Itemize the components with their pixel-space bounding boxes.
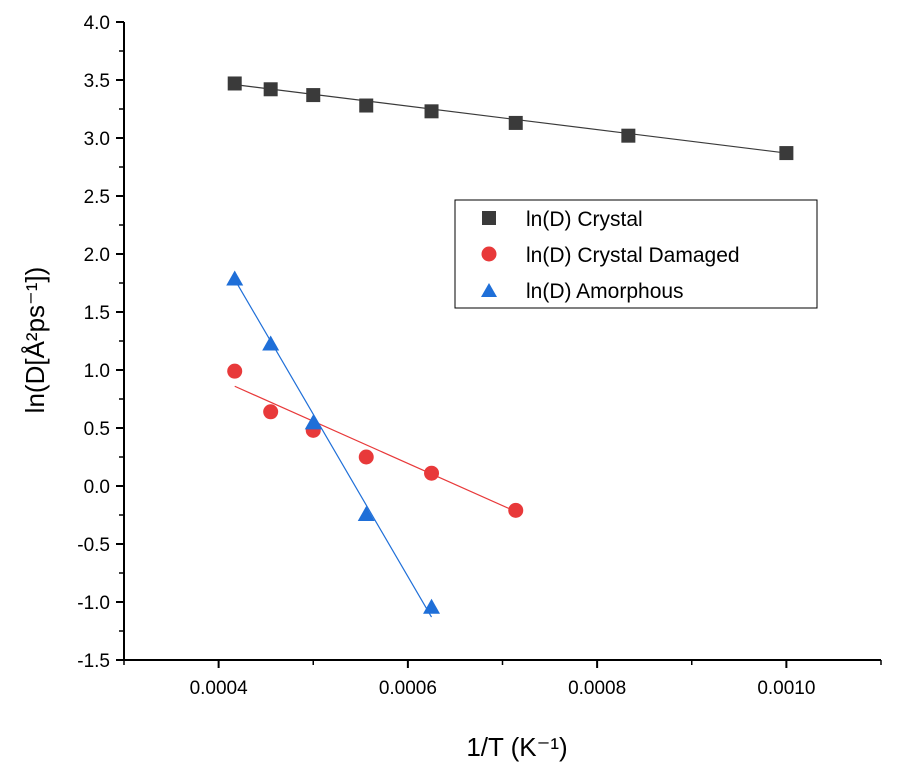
y-tick-label: -0.5 (77, 535, 110, 556)
y-tick-label: -1.0 (77, 593, 110, 614)
data-point-amorphous (304, 414, 322, 430)
data-point-crystal (306, 88, 321, 103)
x-tick-label: 0.0008 (568, 678, 626, 699)
legend: ln(D) Crystal ln(D) Crystal Damaged ln(D… (454, 199, 818, 309)
x-tick-label: 0.0010 (757, 678, 815, 699)
axes: 4.0 3.5 3.0 2.5 2.0 1.5 1.0 0.5 0.0 -0.5 -1.0 -1.5 0… (77, 13, 882, 699)
fit-lines (234, 84, 787, 618)
data-point-crystal (424, 104, 439, 119)
data-point-amorphous (357, 506, 375, 521)
legend-marker-damaged (481, 246, 497, 262)
x-tick-label: 0.0004 (190, 678, 249, 699)
legend-box (454, 199, 818, 309)
y-tick-label: 0.0 (84, 477, 110, 498)
y-tick-label: 4.0 (84, 13, 110, 34)
y-tick-label: -1.5 (77, 651, 110, 672)
data-point-crystal (779, 146, 794, 161)
data-point-crystal (621, 128, 636, 143)
fit-line-series-1 (234, 385, 516, 513)
x-axis-title: 1/T (K⁻¹) (466, 732, 567, 762)
x-tick-label: 0.0006 (379, 678, 437, 699)
data-point-amorphous (423, 598, 441, 614)
data-point-amorphous (226, 270, 244, 286)
data-point-damaged (424, 465, 440, 481)
y-axis-title: ln(D[Å²ps⁻¹]) (20, 267, 50, 414)
legend-label-damaged: ln(D) Crystal Damaged (526, 244, 740, 267)
data-point-damaged (227, 363, 243, 379)
legend-marker-crystal (482, 211, 496, 225)
legend-label-crystal: ln(D) Crystal (526, 208, 643, 231)
y-tick-label: 0.5 (84, 419, 110, 440)
data-point-damaged (358, 449, 374, 465)
data-point-amorphous (262, 335, 280, 351)
y-tick-label: 1.0 (84, 361, 110, 382)
y-tick-label: 3.0 (84, 129, 110, 150)
fit-line-series-2 (234, 279, 433, 618)
data-point-damaged (263, 404, 279, 420)
data-point-crystal (508, 115, 523, 130)
y-tick-label: 1.5 (84, 303, 110, 324)
data-point-crystal (263, 82, 278, 97)
data-point-crystal (227, 76, 242, 91)
legend-marker-amorphous (481, 283, 497, 297)
data-points (226, 76, 794, 614)
data-point-damaged (508, 502, 524, 518)
y-tick-label: 3.5 (84, 71, 110, 92)
y-tick-label: 2.5 (84, 187, 110, 208)
y-tick-label: 2.0 (84, 245, 110, 266)
legend-label-amorphous: ln(D) Amorphous (526, 280, 684, 303)
data-point-crystal (359, 98, 374, 113)
